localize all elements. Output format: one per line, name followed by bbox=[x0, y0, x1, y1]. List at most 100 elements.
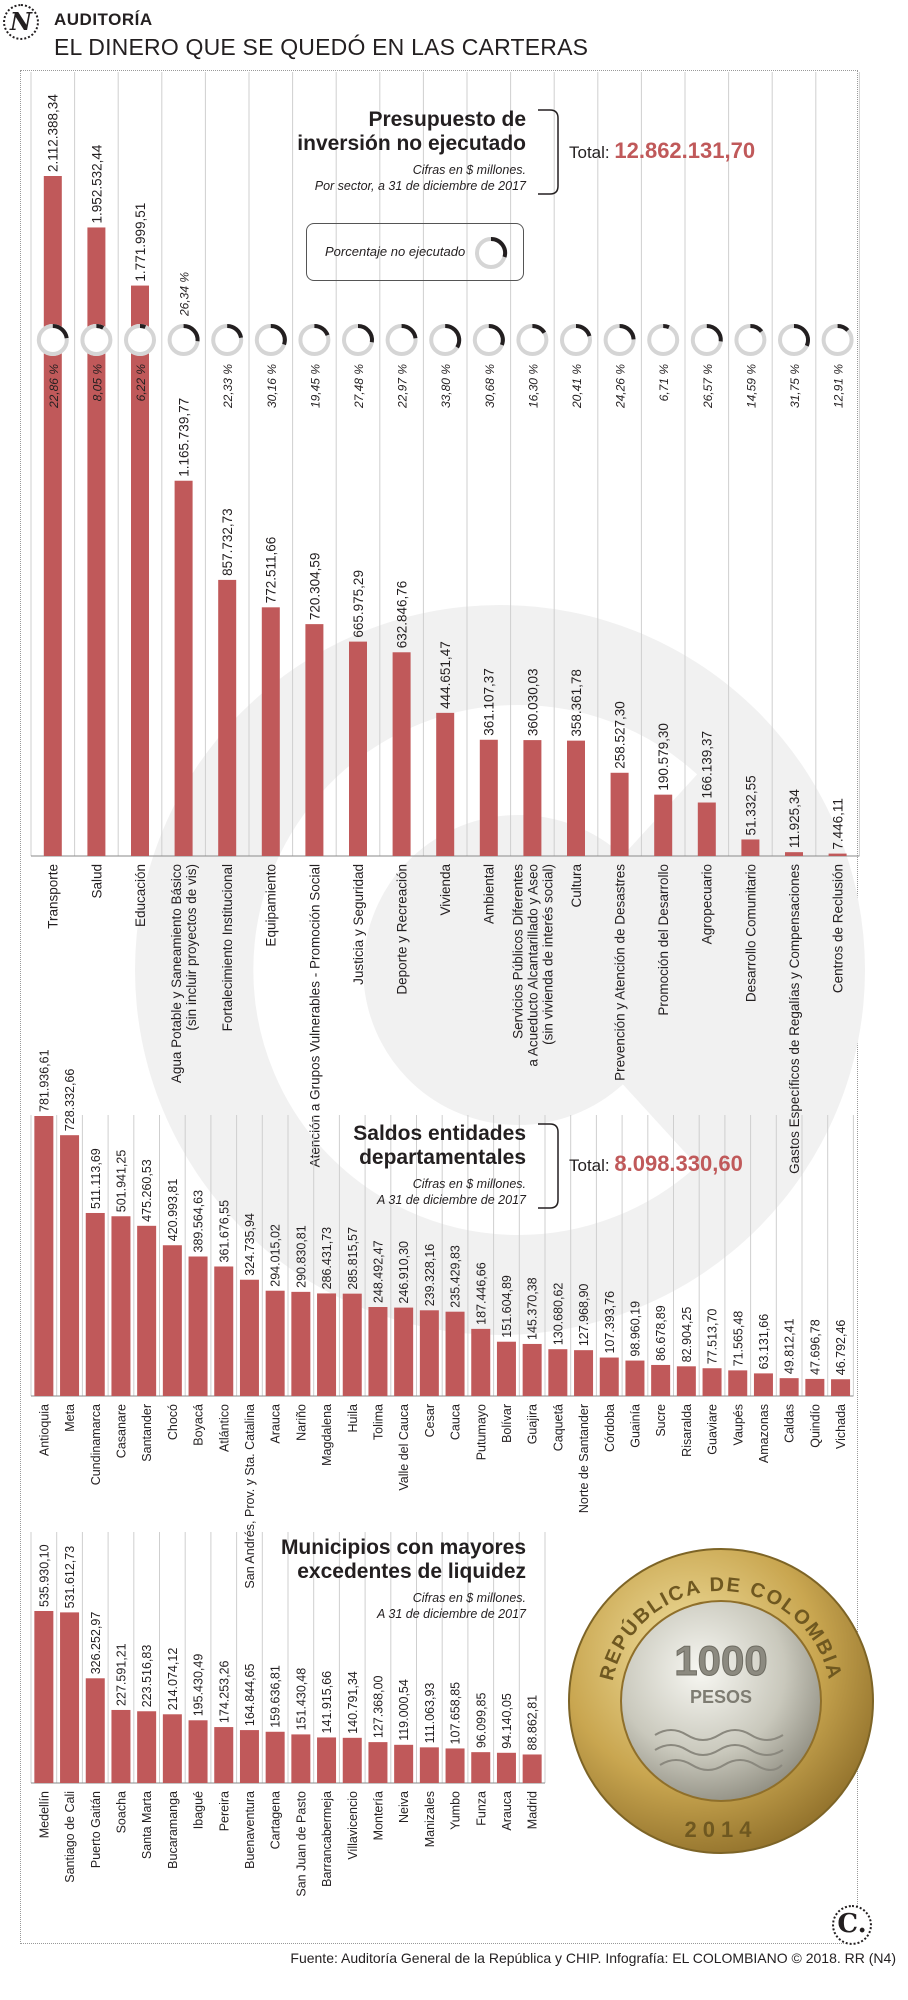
percent-ring-arc bbox=[314, 324, 330, 337]
department-value-label: 145.370,38 bbox=[526, 1277, 540, 1340]
department-category-label: Atlántico bbox=[217, 1404, 231, 1452]
department-category-label: Arauca bbox=[269, 1404, 283, 1444]
department-value-label: 781.936,61 bbox=[37, 1049, 51, 1112]
department-bar bbox=[831, 1379, 851, 1396]
sector-bar bbox=[697, 802, 716, 856]
municipality-category-label: Puerto Gaitán bbox=[89, 1791, 103, 1868]
percent-ring-arc bbox=[488, 324, 505, 346]
municipality-value-label: 151.430,48 bbox=[294, 1668, 308, 1731]
department-bar bbox=[522, 1343, 542, 1396]
sector-category-label: Agua Potable y Saneamiento Básico bbox=[169, 864, 184, 1083]
sector-category-label: Centros de Reclusión bbox=[830, 864, 845, 993]
percent-label: 31,75 % bbox=[788, 364, 802, 408]
sector-bars: 2.112.388,34 Transporte 1.952.532,44 Salud 1… bbox=[36, 94, 854, 1174]
percent-label: 14,59 % bbox=[744, 364, 758, 408]
municipality-category-label: Soacha bbox=[114, 1791, 128, 1833]
department-bar bbox=[574, 1350, 594, 1396]
department-category-label: Norte de Santander bbox=[577, 1404, 591, 1513]
sector-value-label: 258.527,30 bbox=[612, 701, 627, 769]
sector-category-label: a Acueducto Alcantarillado y Aseo bbox=[525, 864, 540, 1067]
department-category-label: Nariño bbox=[294, 1404, 308, 1441]
department-value-label: 501.941,25 bbox=[114, 1150, 128, 1213]
department-category-label: Vaupés bbox=[731, 1404, 745, 1445]
percent-ring-bg bbox=[603, 324, 636, 356]
sector-category-label: Servicios Públicos Diferentes bbox=[510, 864, 525, 1039]
municipality-bar bbox=[111, 1709, 131, 1783]
municipality-category-label: Santiago de Cali bbox=[63, 1791, 77, 1883]
department-value-label: 361.676,55 bbox=[217, 1200, 231, 1263]
municipality-category-label: Barrancabermeja bbox=[320, 1791, 334, 1887]
percent-ring-bg bbox=[472, 324, 505, 356]
municipality-value-label: 94.140,05 bbox=[500, 1693, 514, 1749]
department-bar bbox=[60, 1135, 80, 1396]
sector-value-label: 772.511,66 bbox=[264, 537, 279, 604]
percent-ring-arc bbox=[837, 324, 850, 332]
sector-value-label: 190.579,30 bbox=[656, 723, 671, 791]
sector-category-label: Transporte bbox=[46, 864, 61, 929]
sector-value-label: 632.846,76 bbox=[394, 581, 409, 649]
department-bar bbox=[471, 1328, 491, 1396]
sector-value-label: 720.304,59 bbox=[307, 553, 322, 621]
sector-chart-subtitle-line-2: Por sector, a 31 de diciembre de 2017 bbox=[314, 179, 526, 193]
sector-bar bbox=[305, 624, 324, 856]
department-category-label: Córdoba bbox=[603, 1404, 617, 1452]
department-value-label: 235.429,83 bbox=[449, 1245, 463, 1308]
percent-label: 8,05 % bbox=[90, 364, 104, 402]
sector-bar bbox=[610, 772, 629, 856]
department-value-label: 511.113,69 bbox=[89, 1148, 103, 1209]
department-total-value: 8.098.330,60 bbox=[614, 1151, 743, 1176]
coin-unit: PESOS bbox=[690, 1687, 752, 1707]
sector-bar bbox=[479, 739, 498, 856]
department-category-label: Sucre bbox=[654, 1404, 668, 1437]
municipality-category-label: Cartagena bbox=[269, 1791, 283, 1849]
municipality-gridlines bbox=[30, 1532, 546, 1784]
section-tag: AUDITORÍA bbox=[54, 10, 153, 29]
sector-total: Total: 12.862.131,70 bbox=[569, 138, 755, 164]
percent-ring-arc bbox=[357, 324, 374, 343]
department-value-label: 246.910,30 bbox=[397, 1241, 411, 1304]
sector-category-label: Deporte y Recreación bbox=[394, 864, 409, 995]
municipality-bar bbox=[291, 1734, 311, 1783]
percent-label: 12,91 % bbox=[832, 364, 846, 408]
percent-label: 30,16 % bbox=[265, 364, 279, 408]
municipality-bar bbox=[214, 1727, 234, 1783]
sector-category-label: Fortalecimiento Institucional bbox=[220, 864, 235, 1031]
sector-value-label: 1.165.739,77 bbox=[176, 398, 191, 477]
department-bar bbox=[214, 1266, 234, 1396]
department-value-label: 475.260,53 bbox=[140, 1159, 154, 1222]
percent-ring-arc bbox=[139, 324, 147, 329]
sector-value-label: 360.030,03 bbox=[525, 669, 540, 737]
sector-value-label: 7.446,11 bbox=[830, 798, 845, 850]
percent-ring-bg bbox=[254, 324, 287, 356]
sector-value-label: 2.112.388,34 bbox=[46, 94, 61, 172]
sector-chart-title-line-1: Presupuesto de bbox=[368, 108, 526, 131]
sector-bar bbox=[131, 285, 149, 857]
department-category-label: Putumayo bbox=[474, 1404, 488, 1460]
department-value-label: 389.564,63 bbox=[192, 1190, 206, 1253]
department-value-label: 420.993,81 bbox=[166, 1179, 180, 1242]
department-bar bbox=[805, 1378, 825, 1396]
department-chart-title-line-2: departamentales bbox=[359, 1146, 526, 1169]
department-bar bbox=[548, 1349, 568, 1396]
department-category-label: Amazonas bbox=[757, 1404, 771, 1463]
department-category-label: Caquetá bbox=[551, 1404, 565, 1451]
department-value-label: 151.604,89 bbox=[500, 1275, 514, 1338]
percent-ring-bg bbox=[734, 324, 767, 356]
percent-ring-bg bbox=[124, 324, 156, 356]
municipality-bar bbox=[265, 1731, 285, 1783]
department-category-label: Guajira bbox=[526, 1404, 540, 1444]
municipality-value-label: 141.915,66 bbox=[320, 1671, 334, 1734]
sector-gridlines bbox=[30, 72, 860, 857]
percent-ring-arc bbox=[445, 324, 462, 349]
sector-category-label: Cultura bbox=[569, 864, 584, 908]
municipality-value-label: 111.063,93 bbox=[423, 1683, 437, 1744]
municipality-chart-title-line-2: excedentes de liquidez bbox=[297, 1560, 526, 1583]
sector-total-label: Total: bbox=[569, 143, 610, 162]
department-value-label: 285.815,57 bbox=[346, 1227, 360, 1290]
department-value-label: 294.015,02 bbox=[269, 1224, 283, 1287]
department-value-label: 86.678,89 bbox=[654, 1305, 668, 1361]
department-bar bbox=[162, 1245, 182, 1396]
municipality-value-label: 535.930,10 bbox=[37, 1544, 51, 1607]
municipality-category-label: Medellín bbox=[37, 1791, 51, 1838]
municipality-value-label: 107.658,85 bbox=[449, 1682, 463, 1745]
